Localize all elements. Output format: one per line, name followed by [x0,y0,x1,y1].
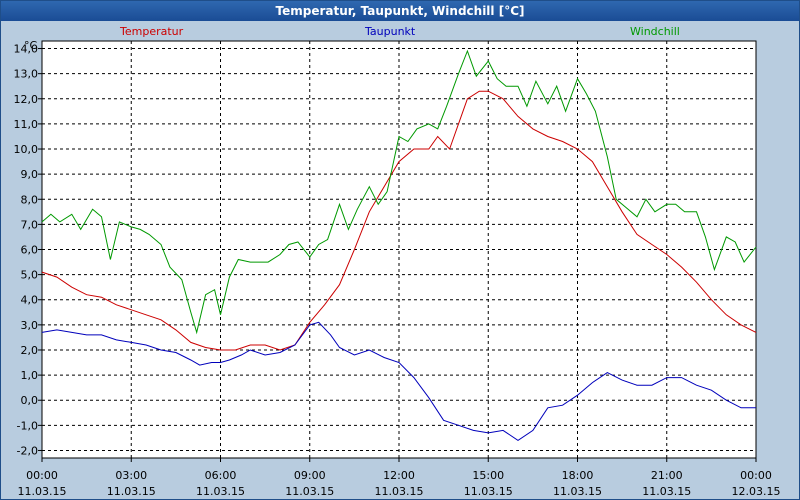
y-tick-label: 0,0 [21,394,39,407]
chart-title: Temperatur, Taupunkt, Windchill [°C] [1,1,799,21]
x-tick-time: 06:00 [205,469,237,482]
legend-temperatur: Temperatur [119,25,184,38]
y-tick-label: 2,0 [21,344,39,357]
x-tick-date: 12.03.15 [732,485,781,498]
y-tick-label: 12,0 [14,93,39,106]
x-tick-date: 11.03.15 [464,485,513,498]
x-tick-time: 00:00 [740,469,772,482]
y-tick-label: 10,0 [14,143,39,156]
series-taupunkt [41,321,756,442]
x-tick-date: 11.03.15 [375,485,424,498]
y-tick-label: 11,0 [14,118,39,131]
y-tick-label: 6,0 [21,244,39,257]
x-tick-date: 11.03.15 [196,485,245,498]
y-tick-label: 13,0 [14,68,39,81]
x-tick-time: 03:00 [115,469,147,482]
y-tick-label: 3,0 [21,319,39,332]
x-tick-time: 15:00 [472,469,504,482]
y-tick-label: 14,0 [14,43,39,56]
grid [42,41,756,458]
x-tick-date: 11.03.15 [553,485,602,498]
y-tick-label: -1,0 [17,419,38,432]
legend-taupunkt: Taupunkt [364,25,416,38]
series-temperatur [41,90,757,351]
y-tick-label: 1,0 [21,369,39,382]
series-windchill [41,49,757,335]
x-tick-time: 00:00 [26,469,58,482]
x-tick-date: 11.03.15 [285,485,334,498]
y-tick-label: 4,0 [21,294,39,307]
x-tick-time: 18:00 [562,469,594,482]
y-tick-label: 7,0 [21,218,39,231]
series-lines [41,49,757,442]
y-tick-label: 5,0 [21,269,39,282]
x-tick-date: 11.03.15 [107,485,156,498]
x-tick-time: 09:00 [294,469,326,482]
x-tick-time: 21:00 [651,469,683,482]
x-tick-date: 11.03.15 [18,485,67,498]
x-axis: 00:00 11.03.15 03:00 11.03.15 06:00 11.03.15 0… [18,458,781,498]
x-tick-date: 11.03.15 [642,485,691,498]
y-tick-label: 9,0 [21,168,39,181]
y-axis-unit: °C [24,39,38,52]
x-tick-time: 12:00 [383,469,415,482]
y-tick-label: -2,0 [17,444,38,457]
y-tick-label: 8,0 [21,193,39,206]
y-axis: 14,0 13,0 12,0 11,0 10,0 9,0 8,0 7,0 6,0 5,0 4,0 3,… [14,43,42,457]
legend-windchill: Windchill [630,25,680,38]
